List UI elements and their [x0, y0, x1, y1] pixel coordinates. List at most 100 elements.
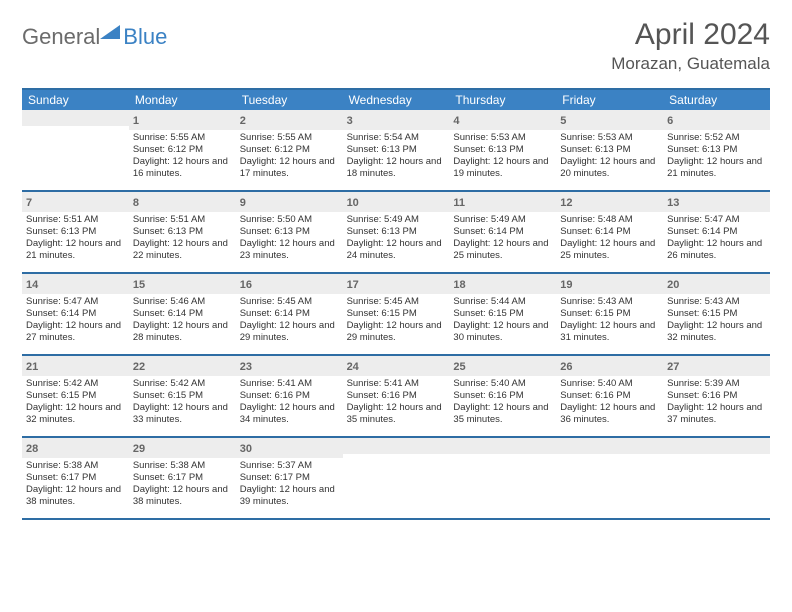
day-number: 17 [347, 279, 359, 291]
day-number: 22 [133, 361, 145, 373]
daylight-line: Daylight: 12 hours and 33 minutes. [133, 402, 232, 426]
day-number-row [22, 110, 129, 126]
calendar-cell: 16Sunrise: 5:45 AMSunset: 6:14 PMDayligh… [236, 274, 343, 354]
day-number-row [449, 438, 556, 454]
sunrise-line: Sunrise: 5:37 AM [240, 460, 339, 472]
day-number: 30 [240, 443, 252, 455]
day-number: 1 [133, 115, 139, 127]
day-header-cell: Sunday [22, 90, 129, 110]
header: General Blue April 2024 Morazan, Guatema… [22, 18, 770, 74]
calendar-cell: 19 Sunrise: 5:43 AMSunset: 6:15 PMDayligh… [556, 274, 663, 354]
calendar-cell: 24Sunrise: 5:41 AMSunset: 6:16 PMDayligh… [343, 356, 450, 436]
sunrise-line: Sunrise: 5:45 AM [347, 296, 446, 308]
daylight-line: Daylight: 12 hours and 35 minutes. [347, 402, 446, 426]
sunset-line: Sunset: 6:14 PM [26, 308, 125, 320]
day-number: 13 [667, 197, 679, 209]
sunrise-line: Sunrise: 5:40 AM [453, 378, 552, 390]
day-info: Sunrise: 5:51 AMSunset: 6:13 PMDaylight:… [129, 212, 236, 266]
sunrise-line: Sunrise: 5:42 AM [26, 378, 125, 390]
day-number: 19 [560, 279, 572, 291]
sunrise-line: Sunrise: 5:41 AM [347, 378, 446, 390]
day-info: Sunrise: 5:41 AMSunset: 6:16 PMDaylight:… [343, 376, 450, 430]
day-number-row: 22 [129, 356, 236, 376]
sunset-line: Sunset: 6:13 PM [240, 226, 339, 238]
day-info: Sunrise: 5:47 AMSunset: 6:14 PMDaylight:… [663, 212, 770, 266]
day-header-cell: Wednesday [343, 90, 450, 110]
day-number-row: 7 [22, 192, 129, 212]
logo-triangle-icon [100, 25, 120, 39]
sunset-line: Sunset: 6:13 PM [347, 144, 446, 156]
sunrise-line: Sunrise: 5:38 AM [26, 460, 125, 472]
week-row: 1Sunrise: 5:55 AMSunset: 6:12 PMDaylight… [22, 110, 770, 192]
day-number: 5 [560, 115, 566, 127]
daylight-line: Daylight: 12 hours and 29 minutes. [240, 320, 339, 344]
day-number-row [556, 438, 663, 454]
sunset-line: Sunset: 6:17 PM [133, 472, 232, 484]
day-info: Sunrise: 5:41 AMSunset: 6:16 PMDaylight:… [236, 376, 343, 430]
day-number-row: 30 [236, 438, 343, 458]
sunrise-line: Sunrise: 5:50 AM [240, 214, 339, 226]
day-info: Sunrise: 5:42 AMSunset: 6:15 PMDaylight:… [129, 376, 236, 430]
sunrise-line: Sunrise: 5:49 AM [347, 214, 446, 226]
sunrise-line: Sunrise: 5:47 AM [667, 214, 766, 226]
day-number-row: 6 [663, 110, 770, 130]
daylight-line: Daylight: 12 hours and 27 minutes. [26, 320, 125, 344]
sunset-line: Sunset: 6:17 PM [26, 472, 125, 484]
sunrise-line: Sunrise: 5:45 AM [240, 296, 339, 308]
sunrise-line: Sunrise: 5:47 AM [26, 296, 125, 308]
calendar-cell-blank [556, 438, 663, 518]
calendar-cell: 5Sunrise: 5:53 AMSunset: 6:13 PMDaylight… [556, 110, 663, 190]
day-number-row: 14 [22, 274, 129, 294]
day-info: Sunrise: 5:47 AMSunset: 6:14 PMDaylight:… [22, 294, 129, 348]
calendar-cell-blank [22, 110, 129, 190]
sunset-line: Sunset: 6:13 PM [560, 144, 659, 156]
day-number-row: 23 [236, 356, 343, 376]
day-number-row: 10 [343, 192, 450, 212]
day-number-row: 19 [556, 274, 663, 294]
day-info: Sunrise: 5:40 AMSunset: 6:16 PMDaylight:… [449, 376, 556, 430]
day-number-row: 5 [556, 110, 663, 130]
week-row: 21Sunrise: 5:42 AMSunset: 6:15 PMDayligh… [22, 356, 770, 438]
day-info: Sunrise: 5:43 AMSunset: 6:15 PMDaylight:… [556, 294, 663, 348]
sunset-line: Sunset: 6:14 PM [667, 226, 766, 238]
day-info: Sunrise: 5:54 AMSunset: 6:13 PMDaylight:… [343, 130, 450, 184]
day-info: Sunrise: 5:52 AMSunset: 6:13 PMDaylight:… [663, 130, 770, 184]
sunset-line: Sunset: 6:13 PM [453, 144, 552, 156]
sunset-line: Sunset: 6:16 PM [453, 390, 552, 402]
day-number: 7 [26, 197, 32, 209]
sunset-line: Sunset: 6:13 PM [347, 226, 446, 238]
sunrise-line: Sunrise: 5:52 AM [667, 132, 766, 144]
daylight-line: Daylight: 12 hours and 19 minutes. [453, 156, 552, 180]
calendar-cell: 7Sunrise: 5:51 AMSunset: 6:13 PMDaylight… [22, 192, 129, 272]
day-info: Sunrise: 5:53 AMSunset: 6:13 PMDaylight:… [449, 130, 556, 184]
day-number: 8 [133, 197, 139, 209]
calendar-cell-blank [343, 438, 450, 518]
day-number-row: 29 [129, 438, 236, 458]
daylight-line: Daylight: 12 hours and 21 minutes. [26, 238, 125, 262]
daylight-line: Daylight: 12 hours and 36 minutes. [560, 402, 659, 426]
daylight-line: Daylight: 12 hours and 30 minutes. [453, 320, 552, 344]
sunrise-line: Sunrise: 5:51 AM [26, 214, 125, 226]
daylight-line: Daylight: 12 hours and 26 minutes. [667, 238, 766, 262]
sunrise-line: Sunrise: 5:54 AM [347, 132, 446, 144]
daylight-line: Daylight: 12 hours and 18 minutes. [347, 156, 446, 180]
daylight-line: Daylight: 12 hours and 34 minutes. [240, 402, 339, 426]
day-info: Sunrise: 5:39 AMSunset: 6:16 PMDaylight:… [663, 376, 770, 430]
sunset-line: Sunset: 6:14 PM [560, 226, 659, 238]
calendar-cell: 21Sunrise: 5:42 AMSunset: 6:15 PMDayligh… [22, 356, 129, 436]
sunrise-line: Sunrise: 5:51 AM [133, 214, 232, 226]
sunset-line: Sunset: 6:14 PM [453, 226, 552, 238]
day-info: Sunrise: 5:55 AMSunset: 6:12 PMDaylight:… [236, 130, 343, 184]
day-number: 29 [133, 443, 145, 455]
day-number-row: 4 [449, 110, 556, 130]
week-row: 14Sunrise: 5:47 AMSunset: 6:14 PMDayligh… [22, 274, 770, 356]
sunset-line: Sunset: 6:15 PM [560, 308, 659, 320]
sunrise-line: Sunrise: 5:43 AM [560, 296, 659, 308]
sunset-line: Sunset: 6:12 PM [133, 144, 232, 156]
sunset-line: Sunset: 6:14 PM [133, 308, 232, 320]
sunrise-line: Sunrise: 5:38 AM [133, 460, 232, 472]
calendar-cell: 10Sunrise: 5:49 AMSunset: 6:13 PMDayligh… [343, 192, 450, 272]
sunrise-line: Sunrise: 5:55 AM [133, 132, 232, 144]
sunrise-line: Sunrise: 5:39 AM [667, 378, 766, 390]
day-info: Sunrise: 5:46 AMSunset: 6:14 PMDaylight:… [129, 294, 236, 348]
